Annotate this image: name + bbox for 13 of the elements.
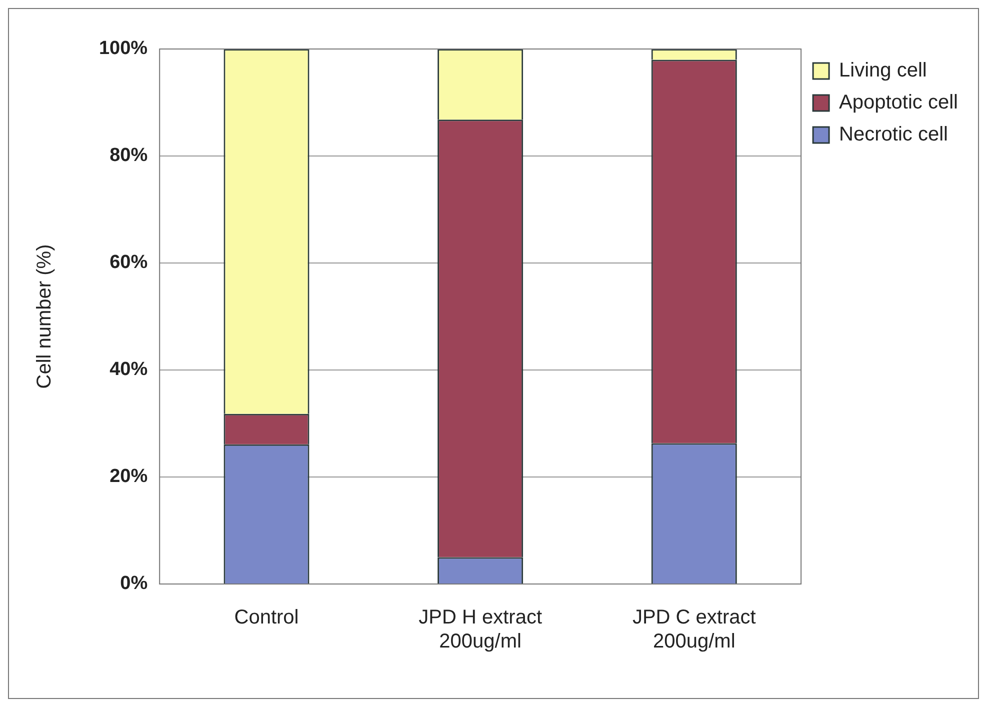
- legend-label: Necrotic cell: [839, 124, 948, 146]
- y-tick-label: 80%: [110, 145, 148, 166]
- x-tick-label: JPD H extract 200ug/ml: [418, 606, 542, 653]
- legend-label: Apoptotic cell: [839, 92, 958, 114]
- y-tick-label: 20%: [110, 466, 148, 488]
- y-tick-label: 60%: [110, 252, 148, 274]
- legend-label: Living cell: [839, 60, 927, 82]
- x-tick-label: JPD C extract 200ug/ml: [632, 606, 756, 653]
- y-tick-label: 100%: [98, 38, 148, 60]
- y-axis-title: Cell number (%): [34, 244, 56, 389]
- x-tick-label: Control: [234, 606, 299, 629]
- y-tick-label: 40%: [110, 359, 148, 380]
- y-tick-label: 0%: [120, 573, 148, 594]
